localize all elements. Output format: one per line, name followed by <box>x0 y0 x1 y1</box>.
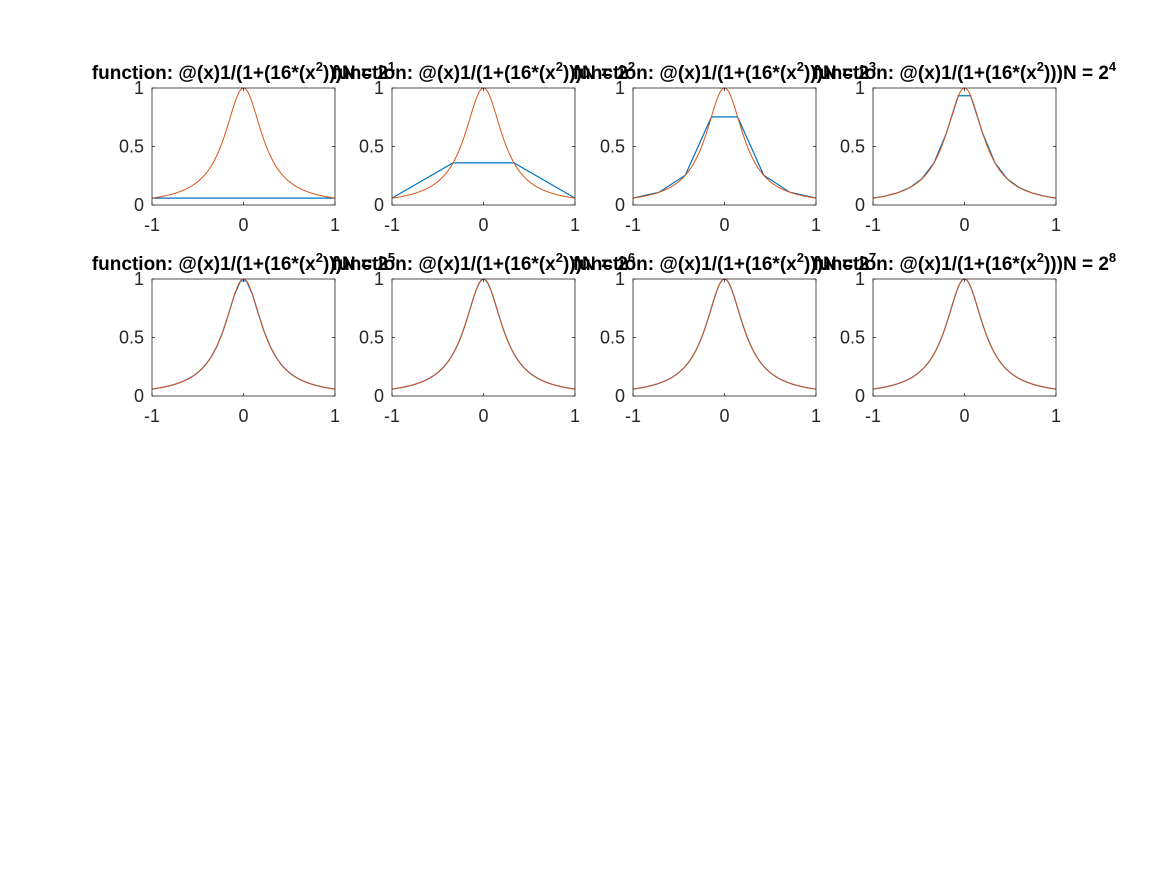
y-tick-label: 0.5 <box>600 328 625 348</box>
y-tick-label: 0 <box>134 195 144 215</box>
x-tick-label: -1 <box>144 215 160 235</box>
subplot-title: function: @(x)1/(1+(16*(x2)))N = 22 <box>332 59 635 84</box>
subplot-title: function: @(x)1/(1+(16*(x2)))N = 28 <box>813 250 1116 275</box>
y-tick-label: 0.5 <box>840 328 865 348</box>
y-tick-label: 0.5 <box>359 137 384 157</box>
subplot-3: -1 0 100.51 <box>600 78 821 235</box>
y-tick-label: 1 <box>374 269 384 289</box>
x-tick-label: -1 <box>865 215 881 235</box>
x-tick-label: -1 <box>865 406 881 426</box>
x-tick-label: 0 <box>959 406 969 426</box>
x-tick-label: -1 <box>625 215 641 235</box>
y-tick-label: 0.5 <box>600 137 625 157</box>
x-tick-label: 1 <box>1051 406 1061 426</box>
y-tick-label: 1 <box>615 78 625 98</box>
x-tick-label: 1 <box>570 215 580 235</box>
subplot-5: -1 0 100.51 <box>119 269 340 426</box>
interpolant-line <box>391 162 576 199</box>
y-tick-label: 0 <box>134 386 144 406</box>
subplot-7: -1 0 100.51 <box>600 269 821 426</box>
subplot-4: -1 0 100.51 <box>840 78 1061 235</box>
y-tick-label: 0 <box>615 386 625 406</box>
subplot-8: -1 0 100.51 <box>840 269 1061 426</box>
x-tick-label: -1 <box>625 406 641 426</box>
x-tick-label: -1 <box>384 406 400 426</box>
x-tick-label: -1 <box>144 406 160 426</box>
x-tick-label: 0 <box>478 215 488 235</box>
y-tick-label: 0.5 <box>119 137 144 157</box>
y-tick-label: 0 <box>374 195 384 215</box>
y-tick-label: 0 <box>615 195 625 215</box>
x-tick-label: 1 <box>570 406 580 426</box>
y-tick-label: 1 <box>615 269 625 289</box>
x-tick-label: -1 <box>384 215 400 235</box>
subplot-2: -1 0 100.51 <box>359 78 580 235</box>
x-tick-label: 0 <box>719 406 729 426</box>
subplot-6: -1 0 100.51 <box>359 269 580 426</box>
subplot-1: -1 0 100.51 <box>119 78 340 235</box>
x-tick-label: 0 <box>238 215 248 235</box>
x-tick-label: 0 <box>238 406 248 426</box>
y-tick-label: 1 <box>134 78 144 98</box>
x-tick-label: 0 <box>478 406 488 426</box>
y-tick-label: 0.5 <box>840 137 865 157</box>
subplot-title: function: @(x)1/(1+(16*(x2)))N = 23 <box>573 59 876 84</box>
subplot-title: function: @(x)1/(1+(16*(x2)))N = 24 <box>813 59 1117 84</box>
subplot-title: function: @(x)1/(1+(16*(x2)))N = 27 <box>573 250 876 275</box>
x-tick-label: 1 <box>811 215 821 235</box>
titles-layer: function: @(x)1/(1+(16*(x2)))N = 21funct… <box>92 59 1117 275</box>
x-tick-label: 1 <box>330 406 340 426</box>
subplot-title: function: @(x)1/(1+(16*(x2)))N = 26 <box>332 250 635 275</box>
y-tick-label: 0.5 <box>359 328 384 348</box>
x-tick-label: 0 <box>719 215 729 235</box>
x-tick-label: 1 <box>1051 215 1061 235</box>
y-tick-label: 1 <box>855 269 865 289</box>
x-tick-label: 1 <box>811 406 821 426</box>
y-tick-label: 0.5 <box>119 328 144 348</box>
y-tick-label: 1 <box>134 269 144 289</box>
x-tick-label: 1 <box>330 215 340 235</box>
subplot-title: function: @(x)1/(1+(16*(x2)))N = 25 <box>92 250 395 275</box>
y-tick-label: 1 <box>374 78 384 98</box>
y-tick-label: 0 <box>374 386 384 406</box>
y-tick-label: 1 <box>855 78 865 98</box>
axes-layer: -1 0 100.51-1 0 100.51-1 0 100.51-1 0 100.51-1 0 1… <box>119 78 1061 426</box>
y-tick-label: 0 <box>855 195 865 215</box>
y-tick-label: 0 <box>855 386 865 406</box>
subplot-title: function: @(x)1/(1+(16*(x2)))N = 21 <box>92 59 395 84</box>
x-tick-label: 0 <box>959 215 969 235</box>
interpolant-line <box>632 116 817 199</box>
